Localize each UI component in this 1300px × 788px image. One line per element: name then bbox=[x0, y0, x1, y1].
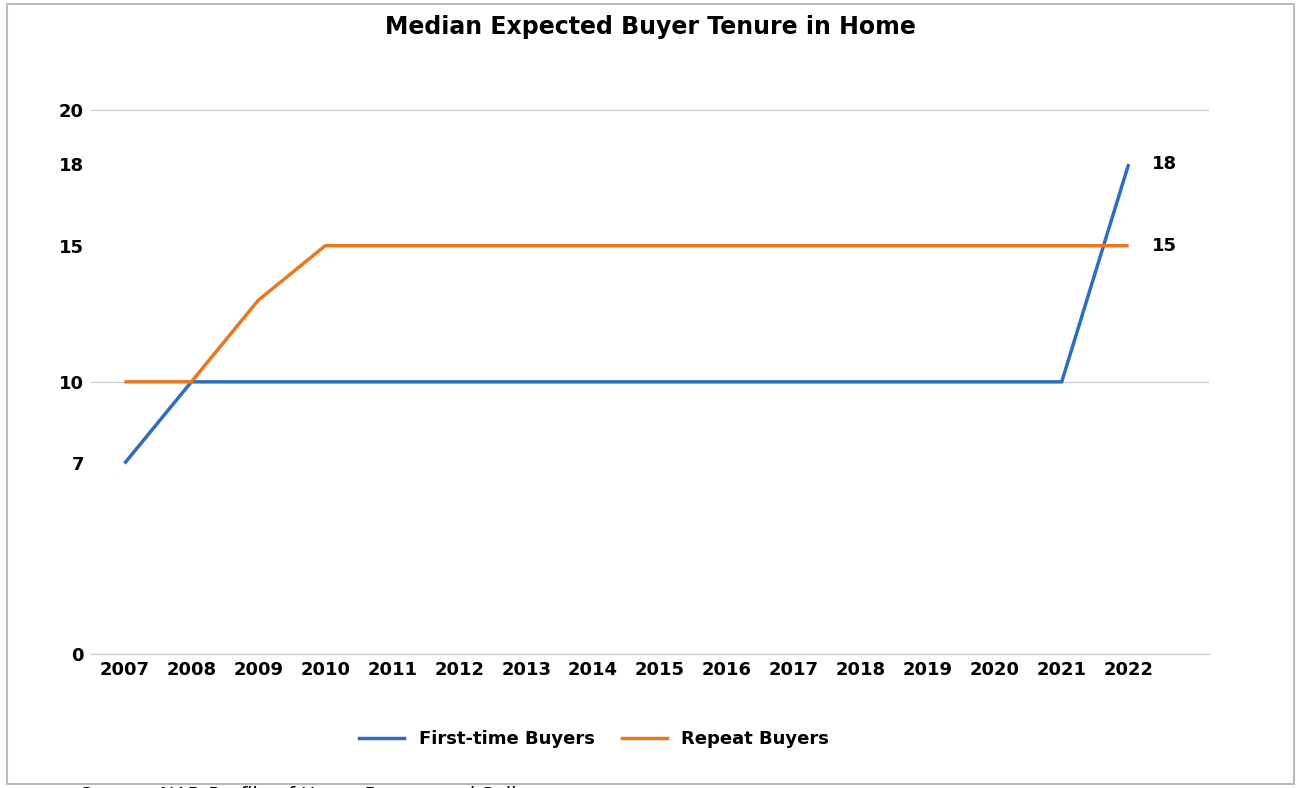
Legend: First-time Buyers, Repeat Buyers: First-time Buyers, Repeat Buyers bbox=[352, 723, 836, 756]
Title: Median Expected Buyer Tenure in Home: Median Expected Buyer Tenure in Home bbox=[385, 15, 915, 39]
Text: 15: 15 bbox=[1152, 236, 1176, 255]
Text: 18: 18 bbox=[1152, 155, 1178, 173]
Text: Source: NAR: Source: NAR bbox=[79, 786, 207, 788]
Text: Profile of Home Buyers and Sellers: Profile of Home Buyers and Sellers bbox=[207, 786, 546, 788]
Text: Source: NAR: Source: NAR bbox=[79, 786, 207, 788]
